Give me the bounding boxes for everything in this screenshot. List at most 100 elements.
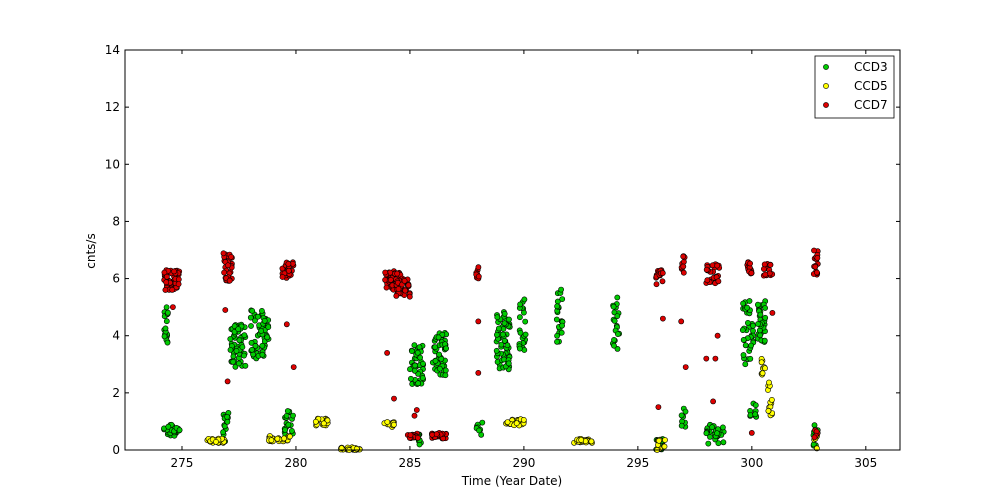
legend-item-ccd3: CCD3 bbox=[823, 60, 888, 74]
data-point bbox=[384, 419, 391, 425]
data-point bbox=[420, 360, 426, 367]
data-point bbox=[283, 321, 290, 328]
data-point bbox=[653, 281, 660, 288]
data-point bbox=[744, 304, 750, 311]
data-point bbox=[264, 334, 271, 341]
data-point bbox=[171, 268, 177, 275]
data-point bbox=[163, 318, 170, 325]
legend-label: CCD3 bbox=[854, 60, 888, 74]
data-point bbox=[504, 419, 511, 425]
legend-label: CCD7 bbox=[854, 98, 888, 112]
data-point bbox=[475, 273, 482, 280]
data-point bbox=[559, 322, 565, 329]
data-point bbox=[162, 287, 169, 293]
data-point bbox=[678, 412, 685, 419]
data-point bbox=[520, 416, 527, 423]
data-point bbox=[241, 352, 247, 359]
y-axis-label: cnts/s bbox=[84, 233, 98, 268]
data-point bbox=[769, 309, 776, 316]
data-point bbox=[614, 294, 621, 301]
data-point bbox=[757, 332, 763, 339]
data-point bbox=[517, 314, 523, 321]
data-point bbox=[742, 342, 749, 349]
data-point bbox=[274, 435, 281, 442]
data-point bbox=[252, 317, 258, 324]
data-point bbox=[248, 323, 254, 329]
data-point bbox=[249, 346, 255, 353]
data-point bbox=[750, 322, 756, 329]
data-point bbox=[224, 413, 230, 420]
data-point bbox=[405, 282, 412, 289]
data-point bbox=[407, 375, 414, 382]
x-tick-label: 290 bbox=[512, 456, 535, 470]
data-point bbox=[224, 378, 231, 385]
data-point bbox=[553, 316, 560, 323]
x-axis-label: Time (Year Date) bbox=[461, 474, 562, 488]
data-points bbox=[161, 247, 821, 453]
data-point bbox=[615, 331, 621, 337]
data-point bbox=[475, 264, 482, 271]
data-point bbox=[417, 354, 423, 361]
data-point bbox=[611, 317, 618, 324]
data-point bbox=[382, 269, 389, 276]
data-point bbox=[766, 379, 772, 386]
data-point bbox=[241, 332, 248, 339]
data-point bbox=[230, 358, 236, 365]
x-tick-label: 280 bbox=[285, 456, 308, 470]
data-point bbox=[505, 360, 512, 367]
data-point bbox=[387, 276, 394, 283]
data-point bbox=[383, 284, 390, 291]
data-point bbox=[757, 311, 764, 318]
data-point bbox=[720, 439, 727, 446]
data-point bbox=[282, 426, 288, 433]
data-point bbox=[495, 325, 502, 332]
data-point bbox=[412, 362, 418, 369]
data-point bbox=[401, 277, 408, 284]
data-point bbox=[419, 375, 426, 381]
data-point bbox=[414, 349, 421, 356]
data-point bbox=[522, 318, 529, 325]
data-point bbox=[242, 362, 249, 369]
data-point bbox=[656, 437, 662, 444]
data-point bbox=[435, 334, 442, 341]
data-point bbox=[614, 345, 621, 352]
data-point bbox=[494, 314, 501, 321]
data-point bbox=[748, 270, 755, 276]
data-point bbox=[235, 326, 242, 332]
data-point bbox=[493, 331, 500, 338]
data-point bbox=[659, 278, 666, 285]
data-point bbox=[290, 364, 297, 370]
data-point bbox=[501, 337, 508, 344]
data-point bbox=[710, 398, 716, 405]
axes: 275 280 285 290 295 300 305 0 2 4 6 8 10 12 14 bbox=[105, 43, 901, 470]
data-point bbox=[703, 430, 710, 437]
data-point bbox=[558, 329, 565, 336]
data-point bbox=[259, 342, 266, 349]
data-point bbox=[442, 367, 449, 374]
data-point bbox=[236, 337, 243, 344]
data-point bbox=[739, 327, 746, 333]
plot-frame bbox=[124, 49, 901, 451]
series-ccd5 bbox=[204, 355, 820, 453]
data-point bbox=[224, 418, 231, 425]
data-point bbox=[680, 263, 687, 270]
data-point bbox=[814, 269, 820, 276]
data-point bbox=[761, 337, 768, 344]
data-point bbox=[611, 342, 617, 349]
y-tick-label: 8 bbox=[112, 214, 120, 228]
data-point bbox=[521, 296, 528, 303]
data-point bbox=[165, 423, 172, 430]
data-point bbox=[408, 348, 415, 354]
data-point bbox=[720, 424, 726, 431]
data-point bbox=[261, 317, 268, 324]
y-tick-label: 2 bbox=[112, 386, 120, 400]
data-point bbox=[239, 344, 246, 350]
data-point bbox=[755, 301, 761, 308]
x-tick-label: 285 bbox=[398, 456, 421, 470]
data-point bbox=[703, 266, 710, 273]
data-point bbox=[769, 396, 775, 403]
data-point bbox=[516, 345, 523, 352]
data-point bbox=[259, 351, 266, 358]
data-point bbox=[662, 437, 668, 443]
data-point bbox=[814, 254, 821, 261]
